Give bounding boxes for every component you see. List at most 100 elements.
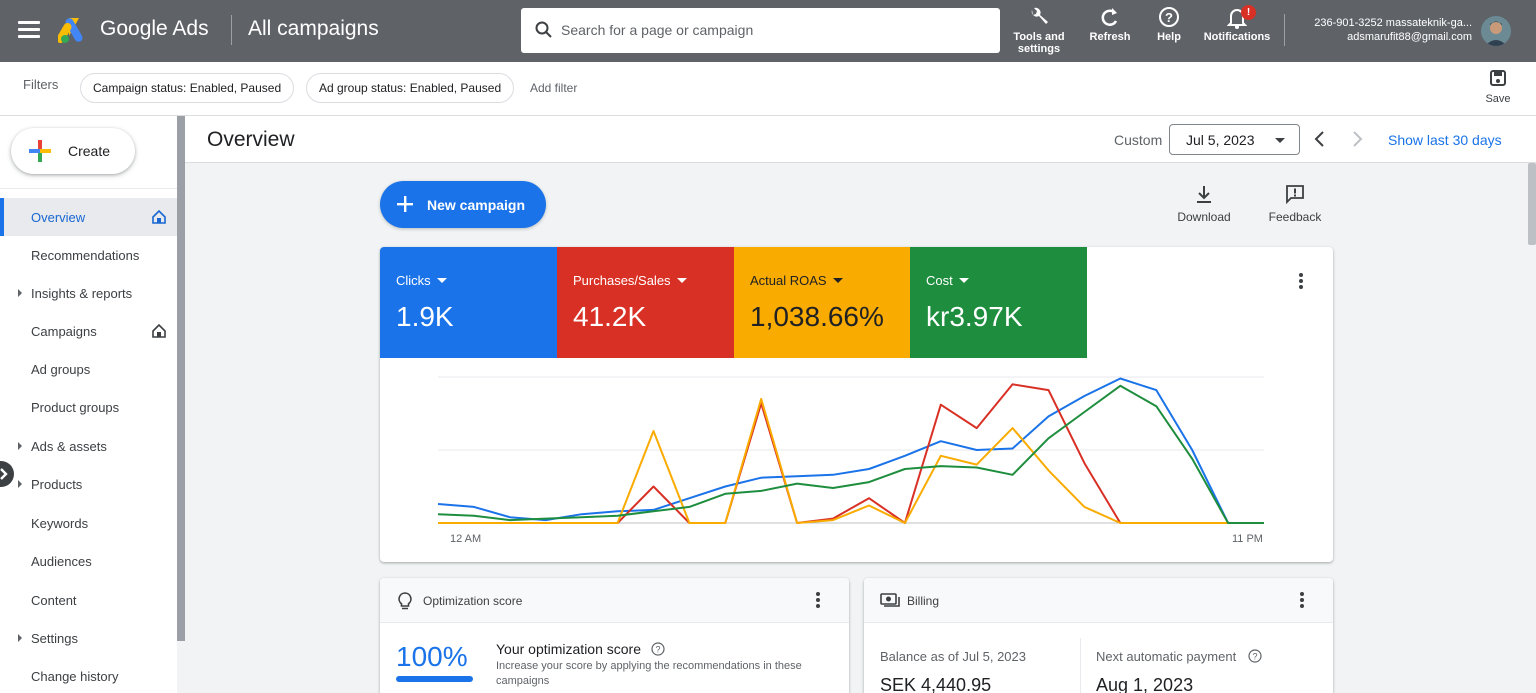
wrench-icon (1031, 7, 1048, 24)
sidebar-item-ads-assets[interactable]: Ads & assets (0, 427, 177, 465)
line-chart (437, 376, 1264, 524)
sidebar-item-ad-groups[interactable]: Ad groups (0, 350, 177, 388)
divider (231, 15, 232, 45)
metric-selector[interactable]: Purchases/Sales (573, 273, 687, 288)
avatar[interactable] (1481, 16, 1511, 46)
help-icon[interactable]: ? (651, 642, 665, 656)
account-info[interactable]: 236-901-3252 massateknik-ga... adsmarufi… (1292, 16, 1472, 44)
sidebar-item-settings[interactable]: Settings (0, 619, 177, 657)
more-options-icon[interactable] (816, 592, 820, 610)
date-range-select[interactable]: Jul 5, 2023 (1169, 124, 1300, 155)
chevron-left-icon[interactable] (1310, 129, 1330, 149)
sidebar-item-label: Content (31, 593, 77, 608)
metric-cost[interactable]: Cost kr3.97K (910, 247, 1087, 358)
filter-chip-campaign-status[interactable]: Campaign status: Enabled, Paused (80, 73, 295, 103)
billing-icon (880, 593, 900, 607)
bell-icon (1227, 9, 1247, 29)
create-button[interactable]: Create (11, 128, 135, 174)
metric-purchases-sales[interactable]: Purchases/Sales 41.2K (557, 247, 734, 358)
metric-value: kr3.97K (926, 301, 1023, 332)
more-options-icon[interactable] (1299, 273, 1303, 291)
sidebar-item-change-history[interactable]: Change history (0, 657, 177, 693)
chevron-right-icon[interactable] (1347, 129, 1367, 149)
series-line-actual-roas (438, 397, 1264, 524)
sidebar-item-label: Ads & assets (31, 439, 107, 454)
brand-name: Google Ads (100, 17, 209, 40)
card-header: Optimization score (380, 578, 849, 623)
sidebar-item-label: Settings (31, 631, 78, 646)
save-label: Save (1485, 93, 1511, 105)
metric-clicks[interactable]: Clicks 1.9K (380, 247, 557, 358)
optimization-score-bar (396, 676, 473, 682)
google-ads-logo[interactable] (58, 15, 90, 45)
account-id: 236-901-3252 massateknik-ga... (1314, 17, 1472, 29)
sidebar-item-label: Insights & reports (31, 286, 133, 301)
chevron-right-icon (0, 468, 8, 480)
home-icon (152, 324, 166, 338)
notification-badge: ! (1241, 5, 1256, 20)
sidebar-item-content[interactable]: Content (0, 581, 177, 619)
date-value: Jul 5, 2023 (1186, 132, 1255, 148)
notifications-button[interactable]: ! Notifications (1198, 5, 1276, 43)
metric-name: Purchases/Sales (573, 273, 671, 288)
help-button[interactable]: ? Help (1150, 5, 1188, 43)
sidebar-item-recommendations[interactable]: Recommendations (0, 236, 177, 274)
sidebar-item-keywords[interactable]: Keywords (0, 504, 177, 542)
sidebar-item-audiences[interactable]: Audiences (0, 542, 177, 580)
account-email: adsmarufit88@gmail.com (1347, 31, 1472, 43)
metric-selector[interactable]: Actual ROAS (750, 273, 843, 288)
more-options-icon[interactable] (1300, 592, 1304, 610)
top-bar: Google Ads All campaigns Tools and setti… (0, 0, 1536, 62)
search-box[interactable] (521, 8, 1000, 53)
sidebar-item-insights-reports[interactable]: Insights & reports (0, 274, 177, 312)
x-axis-label-end: 11 PM (1232, 533, 1263, 545)
show-last-30-days-link[interactable]: Show last 30 days (1388, 132, 1502, 148)
metric-selector[interactable]: Cost (926, 273, 969, 288)
sidebar-item-overview[interactable]: Overview (0, 198, 177, 236)
tools-and-settings-button[interactable]: Tools and settings (1008, 5, 1070, 55)
refresh-label: Refresh (1089, 31, 1131, 43)
sidebar-item-campaigns[interactable]: Campaigns (0, 312, 177, 350)
dropdown-arrow-icon (436, 278, 447, 283)
add-filter-link[interactable]: Add filter (530, 81, 578, 95)
metric-selector[interactable]: Clicks (396, 273, 447, 288)
metric-value: 41.2K (573, 301, 647, 332)
refresh-button[interactable]: Refresh (1085, 5, 1135, 43)
new-campaign-button[interactable]: New campaign (380, 181, 546, 228)
svg-text:?: ? (1252, 652, 1257, 662)
download-label: Download (1177, 210, 1231, 224)
page-title: Overview (207, 128, 295, 151)
svg-text:?: ? (1165, 10, 1173, 25)
metric-name: Clicks (396, 273, 431, 288)
save-button[interactable]: Save (1480, 69, 1516, 105)
hamburger-icon[interactable] (18, 21, 40, 39)
sidebar-item-product-groups[interactable]: Product groups (0, 388, 177, 426)
lightbulb-icon (398, 592, 412, 610)
main-scrollbar[interactable] (1528, 163, 1536, 245)
sidebar-item-products[interactable]: Products (0, 465, 177, 503)
chevron-down-icon (1275, 138, 1285, 143)
sidebar-item-label: Campaigns (31, 324, 97, 339)
series-line-cost (437, 384, 1264, 524)
metric-value: 1,038.66% (750, 301, 884, 332)
metric-actual-roas[interactable]: Actual ROAS 1,038.66% (734, 247, 911, 358)
sidebar-scrollbar[interactable] (177, 116, 185, 641)
sidebar-item-label: Overview (31, 210, 86, 225)
expand-caret-icon (18, 480, 22, 488)
feedback-icon (1286, 185, 1304, 204)
collapse-sidebar-button[interactable] (0, 461, 14, 487)
divider (1284, 14, 1285, 46)
next-payment-label-text: Next automatic payment (1096, 649, 1237, 664)
feedback-button[interactable]: Feedback (1264, 184, 1326, 224)
download-button[interactable]: Download (1172, 184, 1236, 224)
help-icon[interactable]: ? (1248, 649, 1262, 663)
card-header: Billing (864, 578, 1333, 623)
filter-chip-ad-group-status[interactable]: Ad group status: Enabled, Paused (306, 73, 515, 103)
optimization-score-card: Optimization score 100% Your optimizatio… (380, 578, 849, 693)
filters-label: Filters (23, 77, 59, 92)
search-input[interactable] (561, 18, 981, 42)
next-payment-value: Aug 1, 2023 (1096, 675, 1194, 693)
expand-caret-icon (18, 289, 22, 297)
avatar-image (1481, 16, 1511, 46)
save-icon (1490, 70, 1506, 86)
